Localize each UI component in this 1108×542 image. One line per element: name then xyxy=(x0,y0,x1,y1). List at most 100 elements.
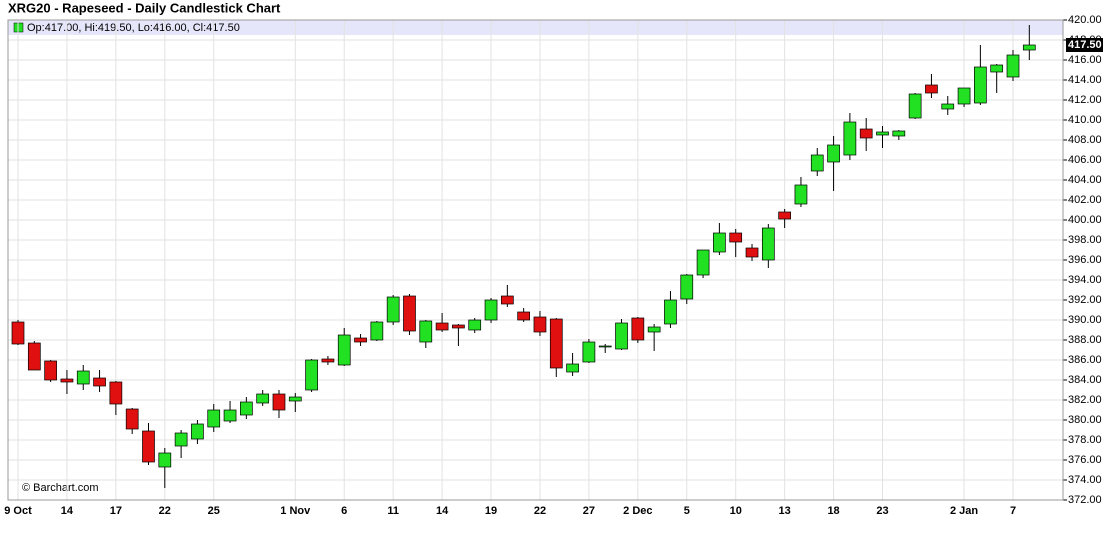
y-tick-label: 408.00 xyxy=(1068,134,1102,146)
candle-body xyxy=(925,84,938,94)
y-tick-label: 388.00 xyxy=(1068,334,1102,346)
y-tick-label: 384.00 xyxy=(1068,374,1102,386)
candle-body xyxy=(403,295,416,332)
x-tick-label: 19 xyxy=(485,505,497,517)
candle-body xyxy=(859,128,873,139)
candle-body xyxy=(419,320,433,343)
candle-body xyxy=(664,299,677,325)
x-tick-label: 17 xyxy=(110,505,122,517)
x-tick-label: 22 xyxy=(534,505,546,517)
candle-body xyxy=(223,409,237,422)
candle-body xyxy=(256,393,270,404)
x-tick-label: 10 xyxy=(730,505,742,517)
legend-band xyxy=(8,20,1063,35)
y-tick-label: 416.00 xyxy=(1068,54,1102,66)
y-tick-label: 374.00 xyxy=(1068,474,1102,486)
x-tick-label: 2 Dec xyxy=(623,505,652,517)
chart-title: XRG20 - Rapeseed - Daily Candlestick Cha… xyxy=(8,0,281,15)
y-tick-label: 392.00 xyxy=(1068,294,1102,306)
y-tick-label: 394.00 xyxy=(1068,274,1102,286)
y-tick-label: 378.00 xyxy=(1068,434,1102,446)
x-tick-label: 9 Oct xyxy=(4,505,32,517)
y-tick-label: 412.00 xyxy=(1068,94,1102,106)
candle-body xyxy=(908,93,922,119)
candle-body xyxy=(517,311,531,321)
candle-body xyxy=(288,396,302,402)
candle-body xyxy=(125,408,139,430)
candle-body xyxy=(761,227,775,261)
candle-body xyxy=(533,316,547,333)
y-tick-label: 402.00 xyxy=(1068,194,1102,206)
grid xyxy=(8,19,1063,501)
candle-body xyxy=(810,154,824,172)
candle-body xyxy=(354,337,367,343)
candle-body xyxy=(990,64,1004,73)
candle-body xyxy=(778,211,791,220)
legend-text: Op:417.00, Hi:419.50, Lo:416.00, Cl:417.… xyxy=(27,22,240,34)
candle-body xyxy=(974,66,987,104)
candle-body xyxy=(240,401,253,416)
x-tick-label: 13 xyxy=(779,505,791,517)
y-tick-label: 376.00 xyxy=(1068,454,1102,466)
candle-body xyxy=(109,381,123,405)
x-tick-label: 2 Jan xyxy=(950,505,978,517)
candle-body xyxy=(892,130,906,137)
candle-body xyxy=(957,87,971,105)
last-price-label: 417.50 xyxy=(1068,39,1102,51)
x-tick-label: 5 xyxy=(684,505,690,517)
last-price-box xyxy=(1066,38,1103,52)
candle-body xyxy=(305,359,318,391)
x-tick-label: 23 xyxy=(876,505,888,517)
candle-body xyxy=(745,247,759,258)
y-tick-label: 400.00 xyxy=(1068,214,1102,226)
x-tick-label: 14 xyxy=(61,505,74,517)
candle-body xyxy=(435,322,449,331)
candle-body xyxy=(500,295,514,305)
candle-body xyxy=(468,319,482,331)
candle-body xyxy=(370,321,384,341)
candle-body xyxy=(582,341,596,363)
candle-body xyxy=(1006,54,1020,78)
y-tick-label: 410.00 xyxy=(1068,114,1102,126)
candle-body xyxy=(1022,44,1036,51)
y-tick-label: 420.00 xyxy=(1068,14,1102,26)
candle-body xyxy=(729,232,743,243)
x-tick-label: 27 xyxy=(583,505,595,517)
candle-body xyxy=(647,326,661,333)
x-tick-label: 14 xyxy=(436,505,449,517)
y-tick-label: 382.00 xyxy=(1068,394,1102,406)
candle-body xyxy=(337,334,351,366)
candle-body xyxy=(93,377,106,387)
candle-body xyxy=(452,324,465,329)
candle-body xyxy=(207,409,221,428)
candle-body xyxy=(386,296,400,323)
y-tick-label: 390.00 xyxy=(1068,314,1102,326)
y-tick-label: 414.00 xyxy=(1068,74,1102,86)
candle-body xyxy=(484,299,498,321)
candle-body xyxy=(631,317,645,341)
x-tick-label: 22 xyxy=(159,505,171,517)
candle-body xyxy=(615,322,628,350)
candle-body xyxy=(794,184,808,205)
candle-body xyxy=(549,318,563,369)
plot-frame xyxy=(7,19,1064,501)
y-tick-label: 380.00 xyxy=(1068,414,1102,426)
candle-body xyxy=(191,423,204,440)
candle-body xyxy=(598,345,612,348)
x-tick-label: 1 Nov xyxy=(280,505,311,517)
y-tick-label: 404.00 xyxy=(1068,174,1102,186)
candle-body xyxy=(44,360,57,381)
candle-body xyxy=(158,452,172,468)
y-tick-label: 406.00 xyxy=(1068,154,1102,166)
candle-body xyxy=(566,363,579,373)
candle-body xyxy=(142,430,155,463)
x-tick-label: 6 xyxy=(341,505,347,517)
candle-body xyxy=(843,121,857,156)
candle-body xyxy=(272,393,286,411)
x-tick-label: 7 xyxy=(1010,505,1016,517)
candle-body xyxy=(680,274,694,300)
x-tick-label: 25 xyxy=(208,505,220,517)
candle-body xyxy=(76,370,90,385)
y-tick-label: 386.00 xyxy=(1068,354,1102,366)
